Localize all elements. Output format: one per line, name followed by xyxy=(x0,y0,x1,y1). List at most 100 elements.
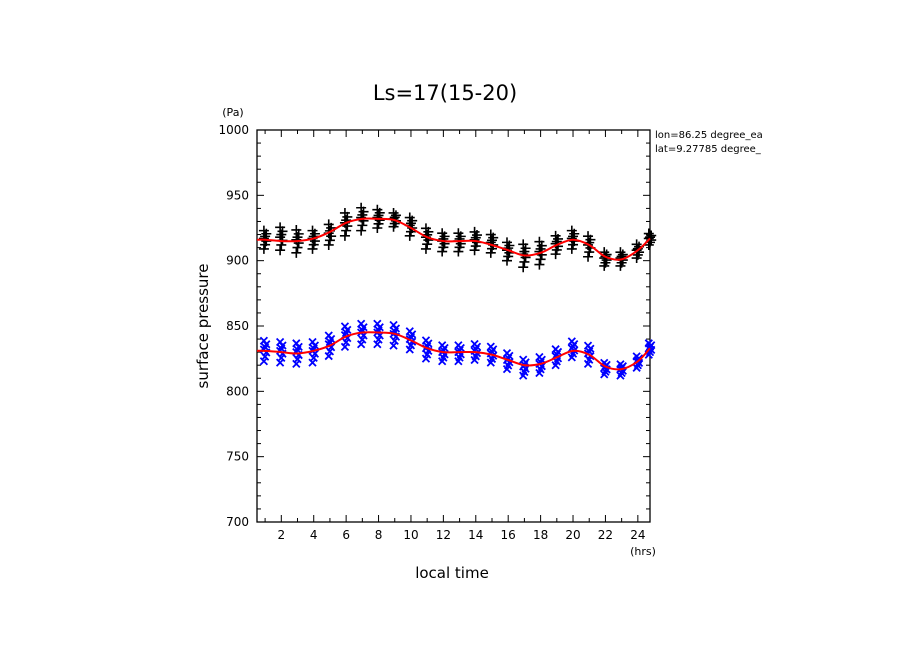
data-point xyxy=(454,233,465,244)
y-tick-label: 1000 xyxy=(218,123,249,137)
data-point xyxy=(469,226,480,237)
data-point xyxy=(485,247,496,258)
x-tick-label: 8 xyxy=(375,528,383,542)
data-point xyxy=(421,336,431,345)
data-point xyxy=(550,230,561,241)
data-point xyxy=(389,320,398,330)
data-point xyxy=(292,339,301,348)
data-point xyxy=(357,319,366,328)
data-point xyxy=(437,246,448,257)
y-tick-label: 700 xyxy=(226,515,249,529)
data-point xyxy=(454,341,463,350)
data-point xyxy=(535,352,544,362)
y-tick-label: 800 xyxy=(226,384,249,398)
data-point xyxy=(486,342,495,351)
x-tick-label: 10 xyxy=(403,528,418,542)
data-point xyxy=(567,337,576,346)
data-point xyxy=(258,243,269,254)
data-point xyxy=(535,254,546,265)
chart-title: Ls=17(15-20) xyxy=(373,81,517,105)
data-point xyxy=(323,239,334,250)
data-point xyxy=(566,225,577,236)
x-unit-label: (hrs) xyxy=(630,545,656,558)
data-point xyxy=(275,245,286,256)
data-point xyxy=(438,233,449,244)
data-point xyxy=(632,352,641,361)
data-point xyxy=(453,246,464,257)
data-point xyxy=(617,249,628,260)
data-point xyxy=(372,204,383,215)
data-point xyxy=(307,243,318,254)
y-tick-label: 900 xyxy=(226,254,249,268)
data-point xyxy=(372,223,383,233)
data-point xyxy=(340,322,350,331)
data-point xyxy=(485,229,496,240)
data-point xyxy=(518,239,529,250)
y-unit-label: (Pa) xyxy=(222,106,243,119)
data-point xyxy=(356,225,367,236)
data-point xyxy=(390,210,401,221)
x-tick-label: 2 xyxy=(277,528,285,542)
data-point xyxy=(551,345,560,354)
data-point xyxy=(388,207,399,218)
fit-lines xyxy=(256,217,651,371)
y-tick-label: 750 xyxy=(226,450,249,464)
data-point xyxy=(519,256,530,267)
y-tick-label: 950 xyxy=(226,188,249,202)
data-point xyxy=(583,251,594,262)
data-point xyxy=(420,243,431,254)
data-point xyxy=(644,339,653,348)
x-tick-label: 4 xyxy=(310,528,318,542)
data-point xyxy=(518,262,529,273)
data-point xyxy=(550,249,561,260)
data-point xyxy=(307,225,318,236)
data-point xyxy=(373,319,382,328)
data-point xyxy=(259,336,269,345)
x-tick-label: 16 xyxy=(501,528,516,542)
data-point xyxy=(519,355,528,364)
fit-line-1 xyxy=(256,217,651,261)
x-tick-label: 12 xyxy=(436,528,451,542)
data-point xyxy=(501,255,512,266)
data-point xyxy=(420,223,431,234)
data-point xyxy=(291,247,302,258)
axes: 700 750 800 850 900 950 1000 2 4 6 8 10 12 14 16 18 20 22… xyxy=(218,123,651,542)
data-point xyxy=(324,331,333,340)
data-point xyxy=(583,231,594,242)
data-point xyxy=(615,247,626,258)
data-point xyxy=(438,341,447,350)
data-point xyxy=(308,337,317,347)
data-point xyxy=(534,259,545,270)
data-point xyxy=(275,337,285,347)
data-point xyxy=(339,230,350,241)
x-tick-label: 6 xyxy=(342,528,350,542)
data-point xyxy=(404,212,415,223)
x-tick-label: 22 xyxy=(598,528,613,542)
data-point xyxy=(453,228,464,239)
plot-frame xyxy=(256,129,651,523)
data-point xyxy=(470,339,479,349)
data-point xyxy=(631,239,642,250)
data-point xyxy=(357,220,368,231)
x-tick-label: 14 xyxy=(468,528,483,542)
data-point xyxy=(437,228,448,239)
data-point xyxy=(616,360,625,369)
data-point xyxy=(501,237,512,248)
fit-line-2 xyxy=(256,331,651,371)
data-point xyxy=(566,243,577,254)
data-point xyxy=(404,230,415,241)
data-point xyxy=(534,236,545,247)
data-point xyxy=(646,230,657,241)
data-point xyxy=(339,207,350,218)
data-point xyxy=(291,224,302,235)
x-tick-label: 20 xyxy=(565,528,580,542)
data-point xyxy=(323,219,334,230)
data-point xyxy=(292,242,303,253)
annotation-lat: lat=9.27785 degree_ xyxy=(655,144,762,155)
y-axis-label: surface pressure xyxy=(194,264,212,389)
y-tick-label: 850 xyxy=(226,319,249,333)
data-point xyxy=(258,225,269,236)
x-tick-label: 18 xyxy=(533,528,548,542)
annotation-lon: lon=86.25 degree_ea xyxy=(655,130,763,141)
